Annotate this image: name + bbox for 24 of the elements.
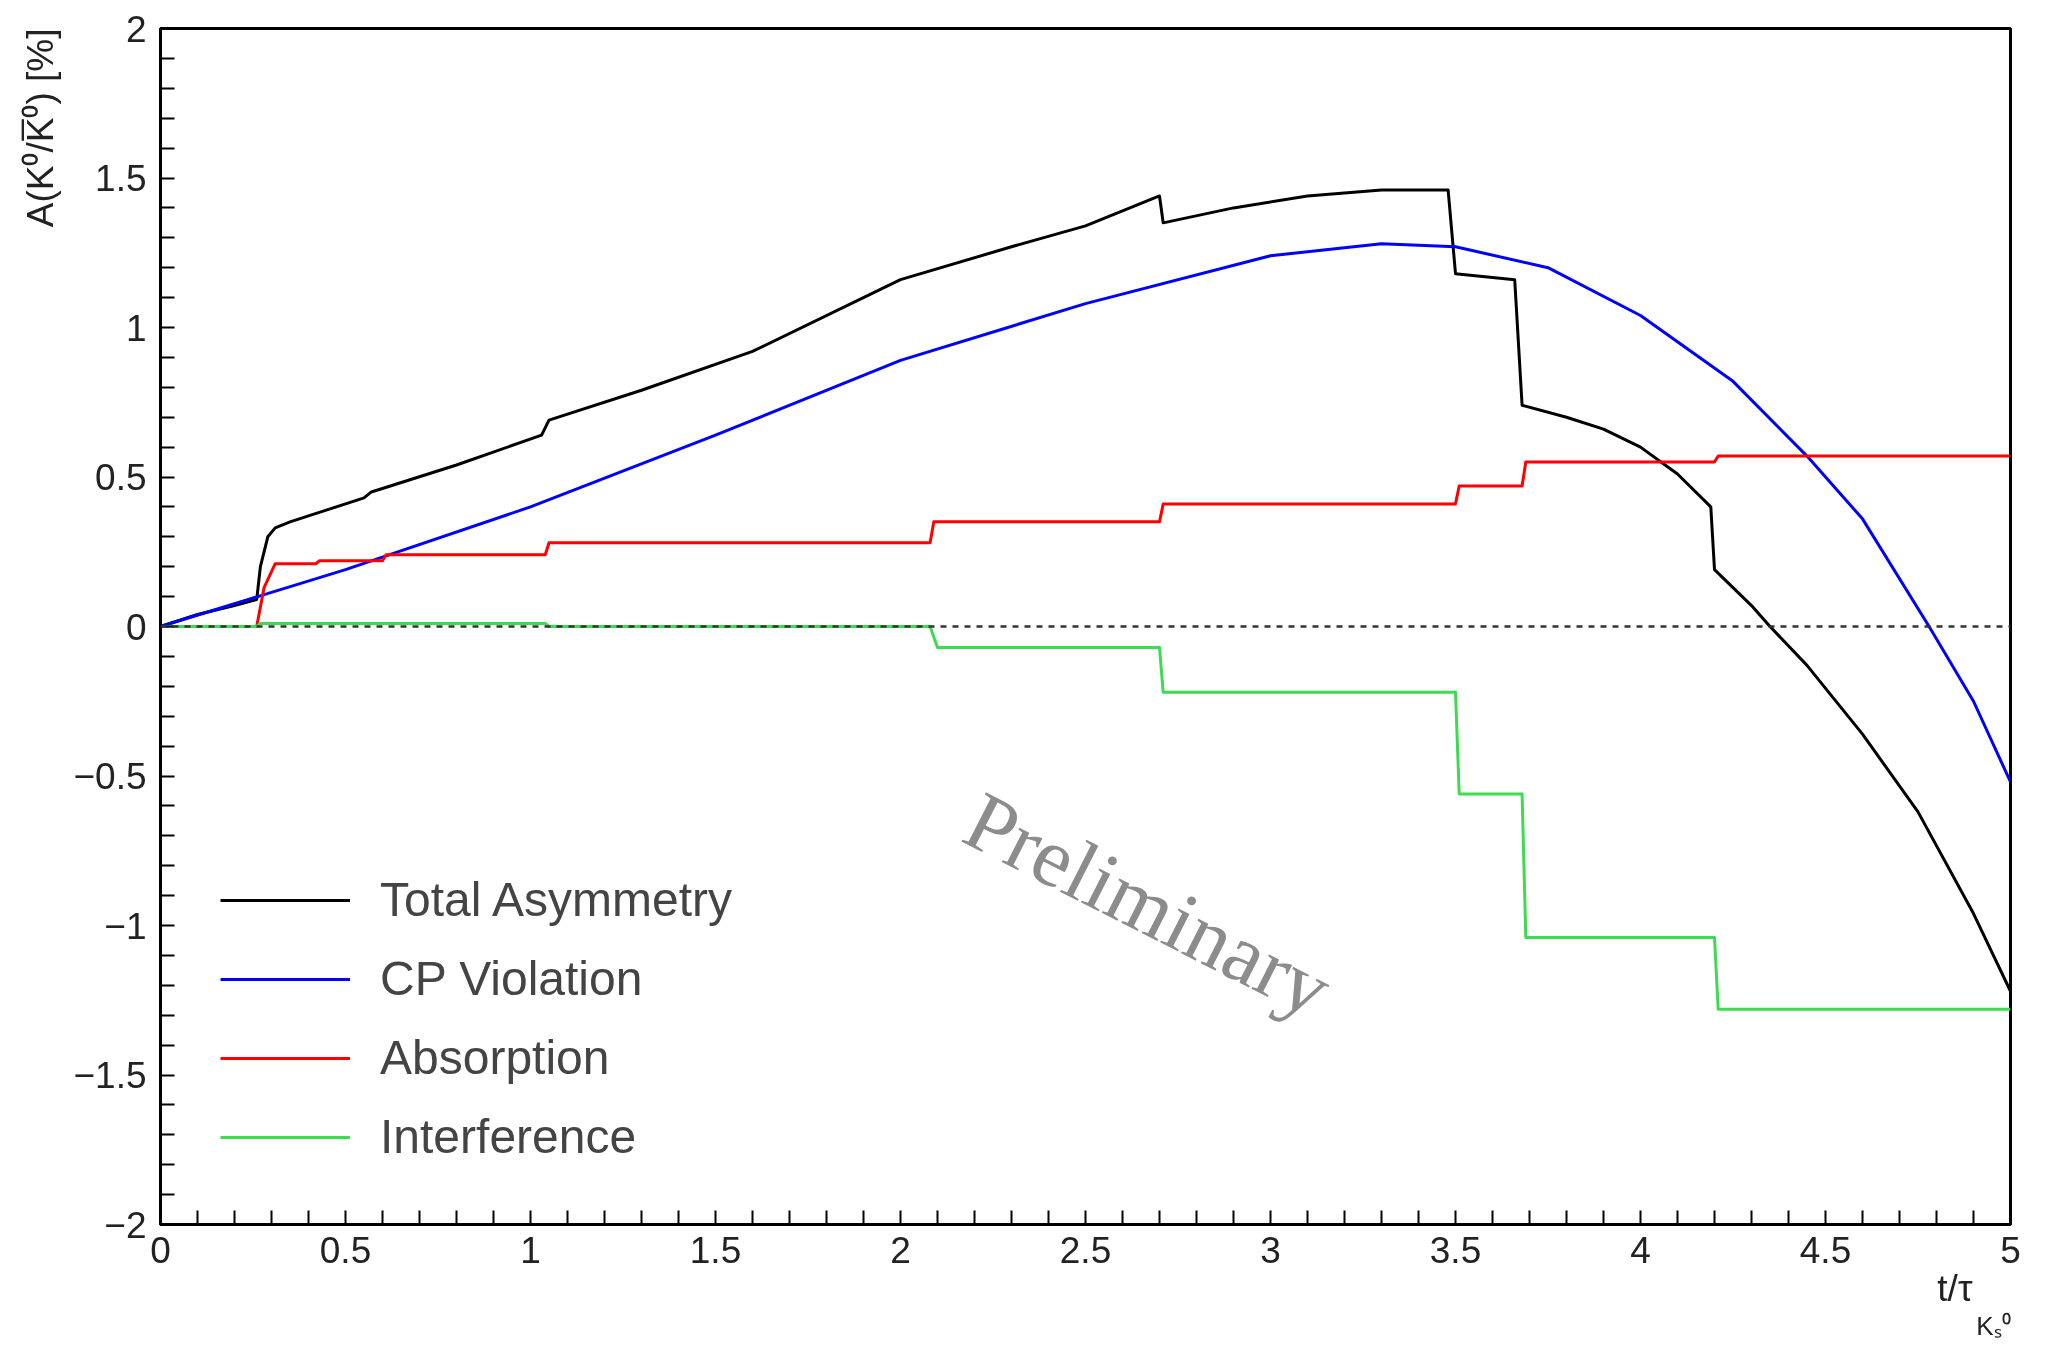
y-tick-label: −1.5 [73, 1055, 147, 1096]
legend-label: CP Violation [380, 951, 643, 1006]
x-tick-label: 1 [520, 1229, 541, 1271]
x-tick-label: 3.5 [1429, 1229, 1482, 1271]
y-tick-label: 1.5 [95, 158, 147, 199]
y-axis-title: A(K⁰/K̅⁰) [%] [19, 28, 61, 228]
y-tick-label: −0.5 [73, 756, 147, 797]
legend-label: Total Asymmetry [380, 872, 733, 927]
y-tick-label: 0.5 [95, 457, 147, 498]
x-tick-label: 4 [1630, 1229, 1651, 1271]
y-tick-label: 0 [125, 606, 147, 648]
legend-label: Interference [380, 1109, 637, 1164]
y-tick-label: −2 [104, 1204, 147, 1246]
y-tick-label: 2 [125, 8, 147, 50]
y-tick-label: −1 [104, 905, 147, 947]
x-tick-label: 0.5 [319, 1229, 372, 1271]
x-tick-label: 4.5 [1799, 1229, 1852, 1271]
x-tick-label: 3 [1260, 1229, 1281, 1271]
legend-label: Absorption [380, 1030, 610, 1085]
y-tick-label: 1 [125, 307, 147, 349]
x-tick-label: 1.5 [689, 1229, 742, 1271]
x-tick-label: 2 [890, 1229, 911, 1271]
line-series [160, 242, 2011, 784]
x-tick-label: 2.5 [1059, 1229, 1112, 1271]
